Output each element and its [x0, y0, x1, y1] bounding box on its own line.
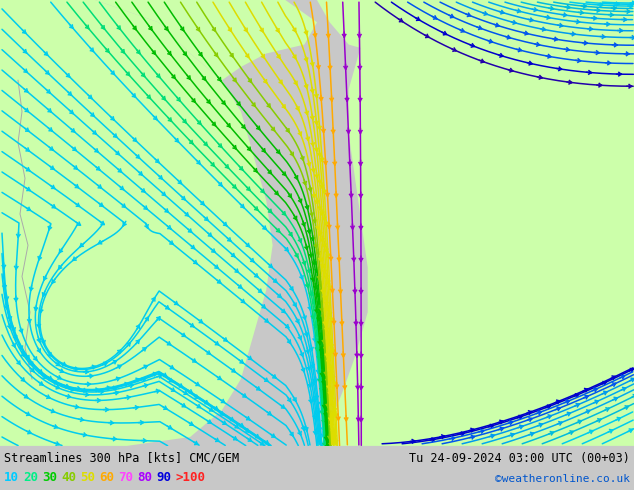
Polygon shape	[317, 0, 634, 446]
Polygon shape	[76, 0, 317, 80]
Text: 40: 40	[61, 471, 76, 484]
Polygon shape	[0, 0, 30, 446]
Text: 10: 10	[4, 471, 19, 484]
Text: >100: >100	[175, 471, 205, 484]
Text: 60: 60	[99, 471, 114, 484]
Text: Tu 24-09-2024 03:00 UTC (00+03): Tu 24-09-2024 03:00 UTC (00+03)	[409, 452, 630, 465]
Text: 30: 30	[42, 471, 57, 484]
Polygon shape	[317, 0, 431, 53]
Polygon shape	[0, 0, 273, 446]
Text: Streamlines 300 hPa [kts] CMC/GEM: Streamlines 300 hPa [kts] CMC/GEM	[4, 452, 239, 465]
Text: 20: 20	[23, 471, 38, 484]
Text: ©weatheronline.co.uk: ©weatheronline.co.uk	[495, 474, 630, 484]
Text: 70: 70	[118, 471, 133, 484]
Text: 80: 80	[137, 471, 152, 484]
Text: 90: 90	[156, 471, 171, 484]
Text: 50: 50	[80, 471, 95, 484]
